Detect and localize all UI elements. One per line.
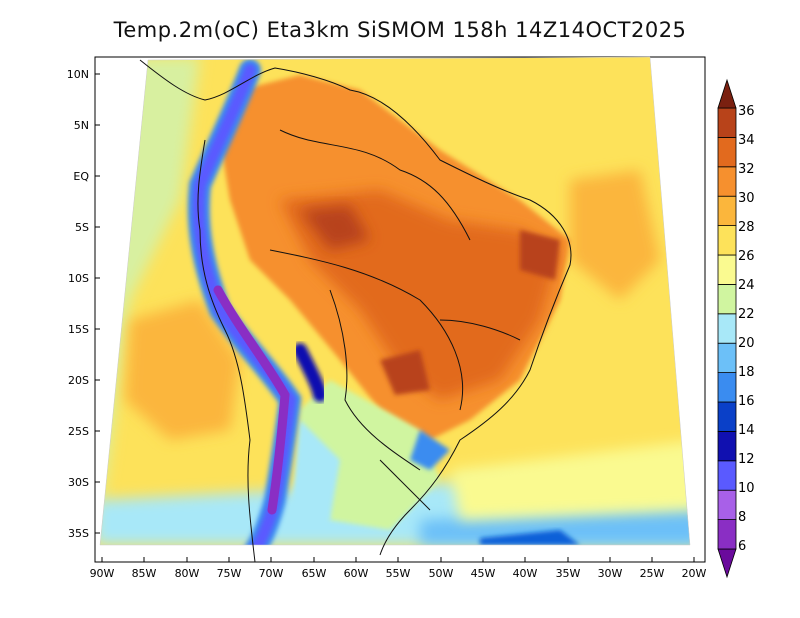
colorbar-box <box>717 489 737 521</box>
lon-label: 75W <box>217 567 242 580</box>
lat-label: 5N <box>74 119 89 132</box>
lon-label: 70W <box>259 567 284 580</box>
colorbar-label: 20 <box>738 336 755 351</box>
lon-label: 80W <box>175 567 200 580</box>
lat-label: 30S <box>68 476 89 489</box>
colorbar-label: 6 <box>738 539 746 554</box>
colorbar-label: 16 <box>738 394 755 409</box>
colorbar-box <box>717 254 737 285</box>
colorbar-label: 8 <box>738 510 746 525</box>
colorbar-label: 26 <box>738 249 755 264</box>
lon-label: 60W <box>344 567 369 580</box>
colorbar-box <box>717 107 737 138</box>
coastlines-borders <box>139 59 572 563</box>
colorbar-box <box>717 401 737 432</box>
colorbar-label: 18 <box>738 365 755 380</box>
colorbar-label: 32 <box>738 162 755 177</box>
colorbar-box <box>717 136 737 168</box>
colorbar-box <box>717 313 737 344</box>
model-domain-outline <box>99 56 691 546</box>
longitude-ticks <box>101 557 695 562</box>
lon-label: 40W <box>513 567 538 580</box>
colorbar-box <box>717 372 737 403</box>
lon-label: 35W <box>556 567 581 580</box>
colorbar-label: 24 <box>738 278 755 293</box>
colorbar-label: 36 <box>738 104 755 119</box>
lon-label: 50W <box>429 567 454 580</box>
latitude-ticks <box>95 73 100 534</box>
lon-label: 85W <box>132 567 157 580</box>
colorbar-label: 22 <box>738 307 755 322</box>
lat-label: 25S <box>68 425 89 438</box>
colorbar-box <box>717 460 737 491</box>
lat-label: 20S <box>68 374 89 387</box>
lon-label: 90W <box>90 567 115 580</box>
colorbar-label: 30 <box>738 191 755 206</box>
lon-label: 25W <box>640 567 665 580</box>
lat-label: EQ <box>73 170 89 183</box>
lon-label: 65W <box>302 567 327 580</box>
colorbar-label: 14 <box>738 423 755 438</box>
colorbar-box <box>717 166 737 197</box>
colorbar-label: 34 <box>738 133 755 148</box>
latitude-labels: 10N 5N EQ 5S 10S 15S 20S 25S 30S 35S <box>67 68 90 540</box>
colorbar-label: 12 <box>738 452 755 467</box>
lat-label: 35S <box>68 527 89 540</box>
temperature-field <box>100 57 690 545</box>
colorbar-labels: 6 8 10 12 14 16 18 20 22 24 26 28 30 32 … <box>738 104 755 554</box>
colorbar-box <box>717 195 737 226</box>
colorbar-box <box>717 430 737 462</box>
colorbar-arrow-high <box>717 78 737 109</box>
lat-label: 5S <box>75 221 89 234</box>
lat-label: 10S <box>68 272 89 285</box>
lat-label: 15S <box>68 323 89 336</box>
colorbar-arrow-low <box>717 548 737 579</box>
map-title: Temp.2m(oC) Eta3km SiSMOM 158h 14Z14OCT2… <box>113 18 687 42</box>
colorbar-box <box>717 225 737 256</box>
colorbar-box <box>717 283 737 315</box>
lon-label: 30W <box>598 567 623 580</box>
colorbar <box>717 78 737 579</box>
colorbar-box <box>717 342 737 374</box>
colorbar-label: 28 <box>738 220 755 235</box>
lon-label: 55W <box>386 567 411 580</box>
lon-label: 20W <box>682 567 707 580</box>
colorbar-box <box>717 519 737 550</box>
colorbar-label: 10 <box>738 481 755 496</box>
longitude-labels: 90W 85W 80W 75W 70W 65W 60W 55W 50W 45W … <box>90 567 707 580</box>
lat-label: 10N <box>67 68 89 81</box>
lon-label: 45W <box>471 567 496 580</box>
